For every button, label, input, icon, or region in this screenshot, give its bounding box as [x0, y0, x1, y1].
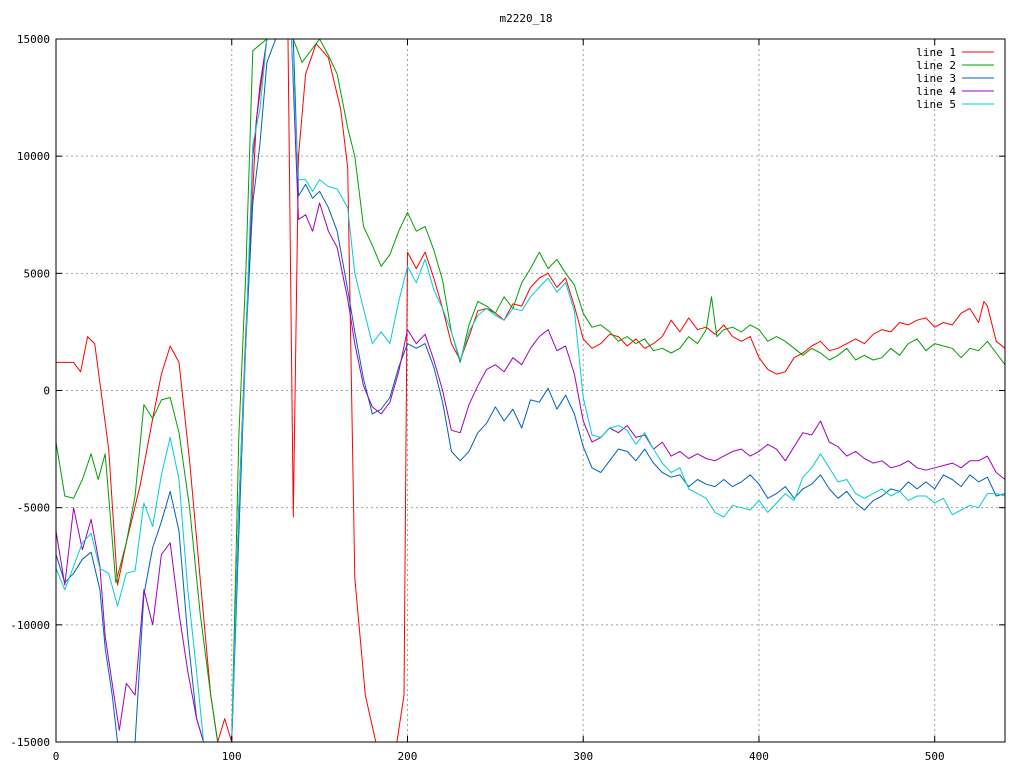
y-tick-label: -5000 — [17, 502, 50, 515]
x-tick-label: 500 — [925, 750, 945, 763]
x-tick-label: 0 — [53, 750, 60, 763]
x-tick-label: 400 — [749, 750, 769, 763]
x-tick-label: 100 — [222, 750, 242, 763]
y-tick-label: -15000 — [10, 736, 50, 749]
series-lines — [56, 39, 1005, 742]
legend-label-5: line 5 — [916, 98, 956, 111]
legend-label-4: line 4 — [916, 85, 956, 98]
legend-label-1: line 1 — [916, 46, 956, 59]
series-line-2 — [56, 39, 1005, 742]
legend-label-3: line 3 — [916, 72, 956, 85]
grid-lines — [56, 39, 1005, 742]
y-tick-label: 10000 — [17, 150, 50, 163]
chart-title: m2220_18 — [500, 12, 553, 25]
y-tick-label: 5000 — [24, 267, 51, 280]
y-tick-label: 0 — [43, 385, 50, 398]
series-line-3 — [56, 39, 1005, 742]
series-line-1 — [56, 39, 1005, 742]
x-tick-label: 200 — [398, 750, 418, 763]
x-tick-label: 300 — [573, 750, 593, 763]
y-tick-label: 15000 — [17, 33, 50, 46]
series-line-4 — [56, 39, 1005, 742]
series-line-5 — [56, 39, 1005, 742]
legend-label-2: line 2 — [916, 59, 956, 72]
y-tick-label: -10000 — [10, 619, 50, 632]
axis-ticks: 0 100 200 300 400 500 -15000 -10000 -5000 0 5000 10… — [10, 33, 1005, 763]
